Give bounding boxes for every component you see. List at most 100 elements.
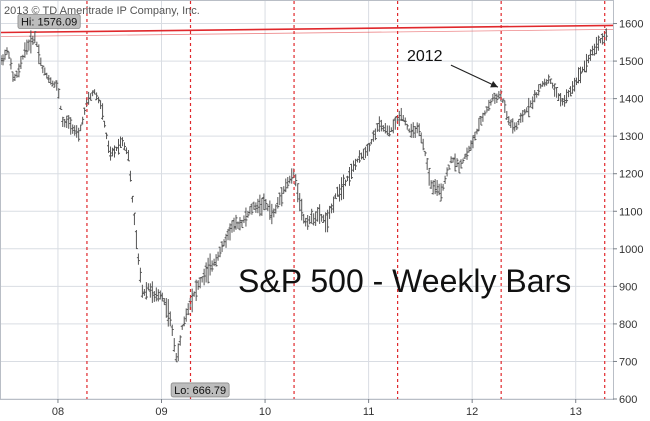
- weekly-bar: [194, 279, 198, 301]
- weekly-bar: [272, 208, 276, 218]
- weekly-bar: [218, 246, 222, 258]
- weekly-bar: [268, 200, 272, 220]
- vertical-markers: [86, 1, 606, 399]
- weekly-bar: [491, 93, 495, 102]
- weekly-bar: [49, 77, 53, 85]
- weekly-bar: [555, 86, 559, 98]
- weekly-bar: [228, 223, 232, 241]
- low-badge: Lo: 666.79: [170, 382, 230, 398]
- weekly-bar: [15, 70, 19, 78]
- weekly-bar: [69, 117, 73, 135]
- y-tick-label-1600: 1600: [619, 19, 643, 31]
- weekly-bar: [405, 123, 409, 130]
- weekly-bar: [260, 197, 264, 216]
- weekly-bar: [270, 203, 274, 225]
- reference-line-group: [0, 24, 614, 37]
- weekly-bar: [105, 132, 109, 140]
- weekly-bar: [485, 106, 489, 113]
- weekly-bar: [184, 308, 188, 322]
- weekly-bar: [407, 128, 411, 133]
- chart-title: S&P 500 - Weekly Bars: [238, 263, 571, 299]
- weekly-bar: [27, 39, 31, 51]
- x-tick-label-2012: 12: [466, 406, 478, 418]
- weekly-bar: [455, 158, 459, 168]
- weekly-bar: [330, 203, 334, 214]
- reference-line-upper: [0, 24, 614, 34]
- weekly-bar: [338, 184, 342, 202]
- y-tick-label-900: 900: [619, 281, 637, 293]
- weekly-bar: [579, 66, 583, 84]
- plot-frame: [0, 0, 614, 400]
- weekly-bar: [67, 115, 71, 129]
- weekly-bar: [186, 303, 190, 316]
- weekly-bar: [138, 267, 142, 283]
- weekly-bar: [71, 124, 75, 134]
- weekly-bar: [445, 167, 449, 177]
- weekly-bar: [47, 75, 51, 83]
- weekly-bar: [124, 147, 128, 155]
- weekly-bar: [9, 58, 13, 70]
- y-tick-label-800: 800: [619, 319, 637, 331]
- weekly-bar: [459, 159, 463, 169]
- weekly-bar: [519, 112, 523, 123]
- y-tick-label-1400: 1400: [619, 94, 643, 106]
- weekly-bar: [401, 114, 405, 122]
- weekly-bar: [17, 63, 21, 78]
- weekly-bar: [399, 107, 403, 121]
- weekly-bar: [467, 145, 471, 153]
- weekly-bar: [212, 258, 216, 267]
- weekly-bar: [25, 39, 29, 55]
- weekly-bar: [371, 130, 375, 142]
- weekly-bar: [320, 213, 324, 222]
- reference-line-lower: [0, 29, 614, 37]
- weekly-bar: [224, 233, 228, 248]
- weekly-bar: [35, 41, 39, 47]
- weekly-bar: [128, 170, 132, 182]
- y-axis-ticks: 600 700 800 900 1000 1100 1200 1300 1400 1500 1600: [613, 19, 643, 406]
- weekly-bar: [103, 120, 107, 128]
- weekly-bar: [31, 35, 35, 45]
- x-tick-label-2010: 10: [259, 406, 271, 418]
- weekly-bar: [594, 36, 598, 55]
- weekly-bar: [475, 128, 479, 135]
- weekly-bar: [312, 213, 316, 226]
- weekly-bar: [204, 262, 208, 283]
- weekly-bar: [375, 123, 379, 132]
- weekly-bar: [29, 30, 33, 54]
- weekly-bar: [523, 109, 527, 115]
- weekly-bar: [180, 325, 184, 330]
- weekly-bar: [274, 204, 278, 214]
- weekly-bar: [493, 92, 497, 104]
- weekly-bar: [39, 57, 43, 67]
- weekly-bar: [11, 71, 15, 82]
- weekly-bar: [65, 115, 69, 128]
- weekly-bar: [304, 217, 308, 227]
- weekly-bar: [174, 352, 178, 363]
- weekly-bar: [507, 116, 511, 126]
- weekly-bar: [349, 163, 353, 180]
- weekly-bar: [298, 193, 302, 212]
- weekly-bar: [220, 241, 224, 253]
- weekly-bar: [19, 55, 23, 70]
- weekly-bar: [244, 207, 248, 227]
- weekly-bar: [586, 54, 590, 64]
- y-tick-label-1000: 1000: [619, 244, 643, 256]
- weekly-bar: [334, 193, 338, 200]
- weekly-bar: [326, 209, 330, 233]
- weekly-bar: [344, 179, 348, 187]
- weekly-bar: [222, 239, 226, 247]
- weekly-bar: [158, 290, 162, 300]
- weekly-bar: [347, 166, 351, 186]
- weekly-bar: [109, 146, 113, 161]
- weekly-bar: [51, 80, 55, 87]
- weekly-bar: [363, 146, 367, 159]
- weekly-bar: [367, 142, 371, 152]
- weekly-bar: [439, 183, 443, 202]
- weekly-bar: [324, 212, 328, 233]
- weekly-bar: [152, 291, 156, 302]
- weekly-bar: [37, 44, 41, 65]
- weekly-bar: [134, 230, 138, 250]
- weekly-bar: [57, 88, 61, 99]
- weekly-bar: [278, 192, 282, 206]
- weekly-bar: [521, 109, 525, 123]
